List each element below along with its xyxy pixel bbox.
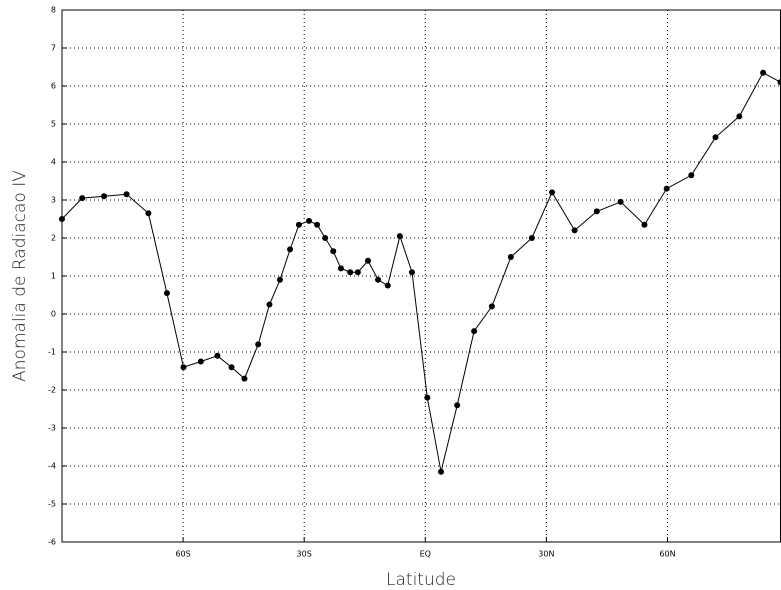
data-point <box>396 233 403 240</box>
data-point <box>59 216 65 222</box>
data-point <box>287 246 294 253</box>
y-tick-label: -2 <box>48 386 56 395</box>
data-point <box>438 468 445 475</box>
y-tick-label: -5 <box>48 500 56 509</box>
data-point <box>617 198 624 205</box>
data-point <box>276 276 283 283</box>
x-tick-label: 60N <box>659 550 675 559</box>
data-point <box>354 269 361 276</box>
y-tick-label: 6 <box>51 82 56 91</box>
data-point <box>306 217 313 224</box>
data-point <box>214 352 221 359</box>
y-tick-label: 4 <box>51 158 56 167</box>
data-point <box>180 364 187 371</box>
y-tick-label: 3 <box>51 196 56 205</box>
data-point <box>375 276 382 283</box>
data-point <box>347 269 354 276</box>
data-point <box>736 113 743 120</box>
data-point <box>337 265 344 272</box>
y-tick-label: 8 <box>51 6 56 15</box>
x-tick-label: 30S <box>297 550 312 559</box>
y-tick-label: -6 <box>48 538 56 547</box>
plot-frame <box>61 9 781 543</box>
data-point <box>471 328 478 335</box>
x-tick-label: EQ <box>420 550 431 559</box>
x-axis-label: Latitude <box>386 570 456 590</box>
y-tick-label: -1 <box>48 348 56 357</box>
y-tick-label: 7 <box>51 44 56 53</box>
y-tick-label: -4 <box>48 462 56 471</box>
data-point <box>549 189 556 196</box>
data-point <box>408 269 415 276</box>
data-point <box>424 394 431 401</box>
data-point <box>255 341 262 348</box>
data-point <box>123 191 130 198</box>
data-point <box>777 79 781 86</box>
data-point <box>641 221 648 228</box>
y-tick-label: 0 <box>51 310 56 319</box>
data-point <box>241 375 248 382</box>
data-point <box>507 254 514 260</box>
data-point <box>712 134 719 141</box>
y-tick-label: 5 <box>51 120 56 129</box>
data-line <box>61 72 781 472</box>
x-tick-label: 30N <box>538 550 554 559</box>
data-point <box>228 364 235 371</box>
data-point <box>145 210 152 217</box>
data-point <box>197 358 204 365</box>
data-point <box>364 257 371 264</box>
data-point <box>322 235 329 241</box>
data-point <box>330 248 337 255</box>
data-point <box>454 402 461 409</box>
data-point <box>571 227 578 234</box>
data-point <box>488 303 495 310</box>
y-axis-label: Anomalia de Radiacao IV <box>10 170 30 382</box>
data-point <box>314 221 321 228</box>
data-point <box>266 301 273 308</box>
data-point <box>663 185 670 192</box>
y-tick-label: 2 <box>51 234 56 243</box>
data-point <box>593 208 600 215</box>
data-point <box>79 195 86 202</box>
data-point <box>760 69 767 76</box>
data-point <box>163 290 170 297</box>
y-tick-label: -3 <box>48 424 56 433</box>
x-tick-label: 60S <box>175 550 190 559</box>
data-point <box>295 221 302 228</box>
data-point <box>384 282 391 289</box>
y-tick-label: 1 <box>51 272 56 281</box>
data-point <box>528 235 535 241</box>
data-point <box>688 172 695 179</box>
data-point <box>100 193 107 200</box>
